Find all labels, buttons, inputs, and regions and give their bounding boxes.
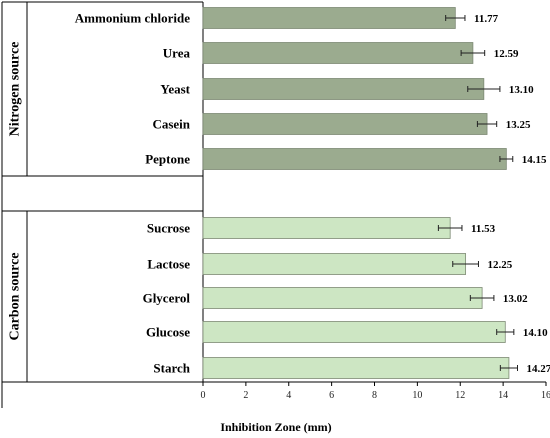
x-tick-label-1: 2: [243, 390, 248, 401]
x-axis: 0 2 4 6 8 10 12 14 16: [201, 382, 550, 401]
x-tick-label-3: 6: [329, 390, 334, 401]
x-tick-label-5: 10: [412, 390, 422, 401]
bar-1-3: [202, 321, 506, 343]
x-axis-title: Inhibition Zone (mm): [220, 420, 331, 434]
bar-1-2: [202, 287, 483, 309]
value-label-1-4: 14.27: [526, 363, 550, 375]
value-label-1-3: 14.10: [523, 327, 548, 339]
value-label-1-2: 13.02: [503, 293, 528, 305]
x-tick-label-0: 0: [201, 390, 206, 401]
label-layer: Nitrogen source Ammonium chloride 11.77 Ure…: [8, 11, 550, 376]
category-label-0-2: Yeast: [160, 82, 190, 97]
bar-0-1: [202, 42, 474, 64]
value-label-0-1: 12.59: [494, 48, 519, 60]
category-label-0-0: Ammonium chloride: [75, 11, 190, 26]
category-label-0-3: Casein: [152, 117, 190, 132]
bar-1-4: [202, 357, 510, 379]
bar-0-2: [202, 78, 485, 100]
bar-layer: [202, 7, 518, 379]
category-label-1-3: Glucose: [146, 325, 190, 340]
category-label-0-4: Peptone: [145, 152, 190, 167]
bar-0-3: [202, 113, 488, 135]
value-label-1-1: 12.25: [487, 259, 512, 271]
x-tick-label-8: 16: [541, 390, 550, 401]
category-label-1-4: Starch: [153, 361, 190, 376]
value-label-1-0: 11.53: [471, 223, 496, 235]
bar-0-4: [202, 148, 507, 170]
value-label-0-2: 13.10: [509, 84, 534, 96]
category-label-1-0: Sucrose: [147, 221, 190, 236]
x-tick-label-7: 14: [498, 390, 508, 401]
category-label-1-1: Lactose: [147, 257, 190, 272]
category-label-0-1: Urea: [163, 46, 191, 61]
value-label-0-4: 14.15: [522, 154, 547, 166]
x-tick-label-4: 8: [372, 390, 377, 401]
group-label-1: Carbon source: [8, 252, 23, 340]
value-label-0-0: 11.77: [474, 13, 499, 25]
category-label-1-2: Glycerol: [143, 291, 191, 306]
x-tick-label-6: 12: [455, 390, 465, 401]
group-label-0: Nitrogen source: [8, 42, 23, 137]
bar-1-1: [202, 253, 467, 275]
value-label-0-3: 13.25: [506, 119, 531, 131]
bar-1-0: [202, 217, 451, 239]
x-tick-label-2: 4: [286, 390, 291, 401]
bar-0-0: [202, 7, 456, 29]
